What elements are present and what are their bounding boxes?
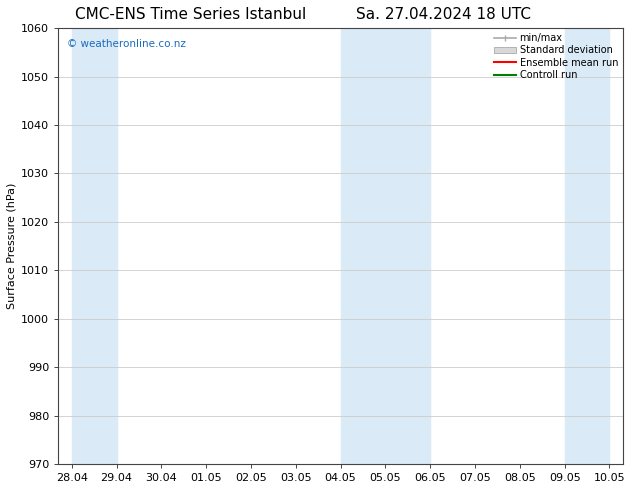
Bar xyxy=(565,28,609,464)
Text: Sa. 27.04.2024 18 UTC: Sa. 27.04.2024 18 UTC xyxy=(356,7,531,23)
Bar xyxy=(340,28,430,464)
Text: © weatheronline.co.nz: © weatheronline.co.nz xyxy=(67,39,186,49)
Y-axis label: Surface Pressure (hPa): Surface Pressure (hPa) xyxy=(7,183,17,309)
Bar xyxy=(72,28,117,464)
Text: CMC-ENS Time Series Istanbul: CMC-ENS Time Series Istanbul xyxy=(75,7,306,23)
Legend: min/max, Standard deviation, Ensemble mean run, Controll run: min/max, Standard deviation, Ensemble me… xyxy=(493,31,620,82)
